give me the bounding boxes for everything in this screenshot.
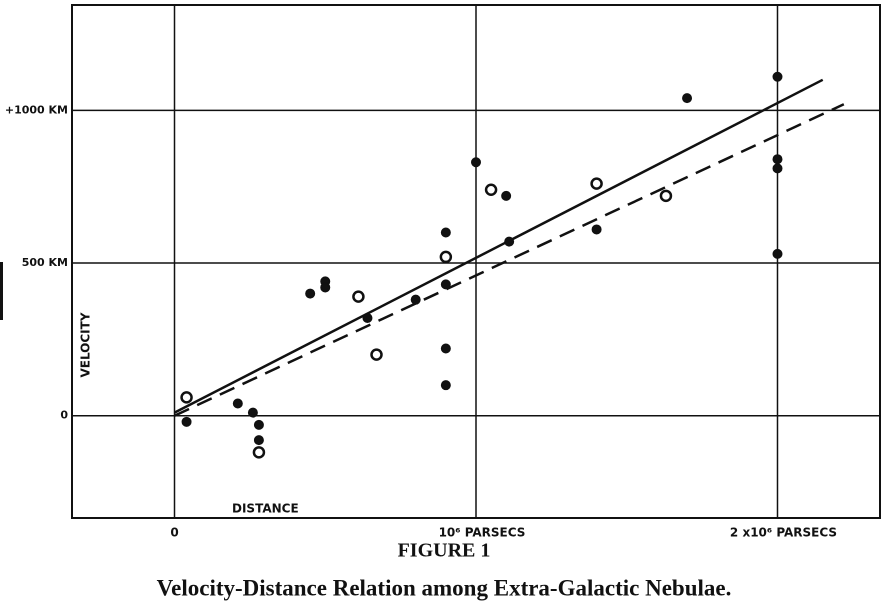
filled-point [440,227,451,238]
y-tick-label: 0 [60,409,68,422]
open-point [252,446,266,459]
chart-title: Velocity-Distance Relation among Extra-G… [157,575,732,600]
filled-point [440,380,451,391]
scan-mark [0,262,3,320]
x-tick-label: 2 x10⁶ PARSECS [730,526,837,540]
filled-point [247,407,258,418]
filled-point [181,416,192,427]
filled-point [772,154,783,165]
filled-point [305,288,316,299]
filled-point [591,224,602,235]
filled-point [772,71,783,82]
filled-point [772,163,783,174]
x-tick-label: 10⁶ PARSECS [439,526,526,540]
filled-point [682,93,693,104]
filled-point [253,419,264,430]
y-axis-label: VELOCITY [79,312,93,377]
open-point [484,183,498,196]
filled-point [440,279,451,290]
open-point [180,391,193,404]
filled-point [440,343,451,354]
x-axis-label: DISTANCE [232,502,299,516]
filled-point [253,435,264,446]
dashed-line [173,103,845,417]
open-point [370,348,383,361]
filled-point [320,282,331,293]
filled-point [504,236,515,247]
filled-point [772,248,783,259]
filled-point [362,312,373,323]
open-point [439,250,453,264]
y-tick-label: +1000 KM [5,103,68,116]
open-point [352,290,365,303]
filled-point [410,294,421,305]
filled-point [471,157,481,168]
x-tick-label: 0 [170,526,178,540]
open-point [590,177,603,190]
figure-label: FIGURE 1 [398,540,491,562]
y-tick-label: 500 KM [22,256,68,269]
open-point [659,189,673,203]
filled-point [232,398,243,409]
solid-line [173,78,824,414]
filled-point [501,190,512,201]
